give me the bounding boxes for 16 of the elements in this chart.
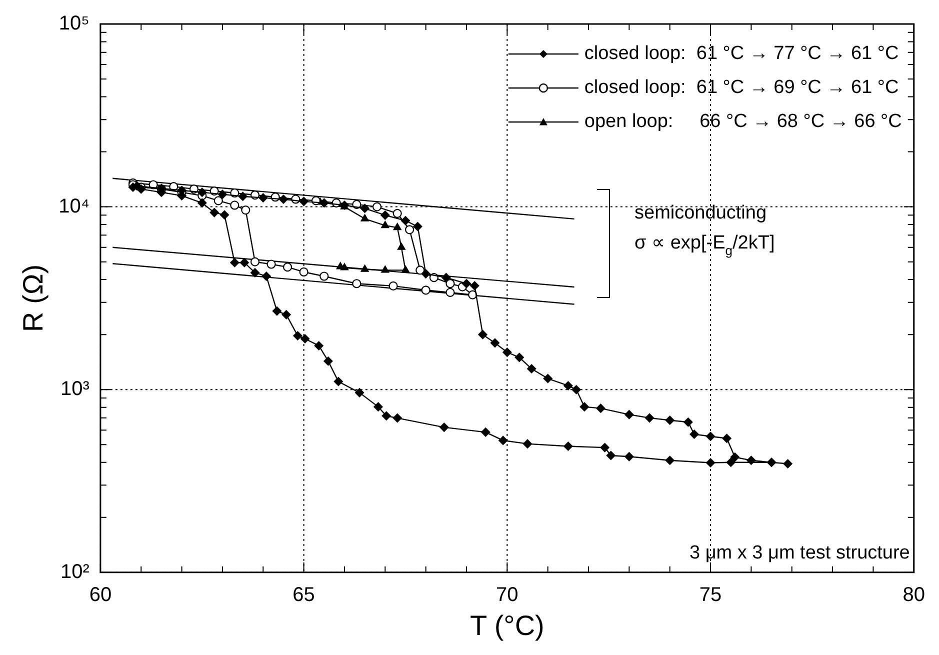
y-tick-label: 10⁴ bbox=[58, 195, 90, 218]
x-tick-label: 70 bbox=[496, 584, 518, 606]
x-tick-label: 65 bbox=[292, 584, 315, 606]
x-tick-label: 80 bbox=[902, 584, 925, 606]
y-axis-title: R (Ω) bbox=[18, 264, 49, 332]
x-tick-label: 60 bbox=[89, 584, 112, 606]
legend-label: closed loop: 61 °C → 77 °C → 61 °C bbox=[584, 43, 899, 64]
y-tick-label: 10³ bbox=[60, 378, 90, 400]
x-tick-label: 75 bbox=[699, 584, 722, 606]
y-tick-label: 10² bbox=[60, 560, 90, 583]
annotation: semiconducting bbox=[634, 202, 767, 224]
x-axis-title: T (°C) bbox=[470, 610, 544, 641]
legend-label: closed loop: 61 °C → 69 °C → 61 °C bbox=[584, 77, 899, 98]
y-tick-label: 10⁵ bbox=[58, 12, 90, 35]
legend-label: open loop: 66 °C → 68 °C → 66 °C bbox=[584, 111, 902, 132]
annotation: 3 μm x 3 μm test structure bbox=[689, 542, 910, 564]
